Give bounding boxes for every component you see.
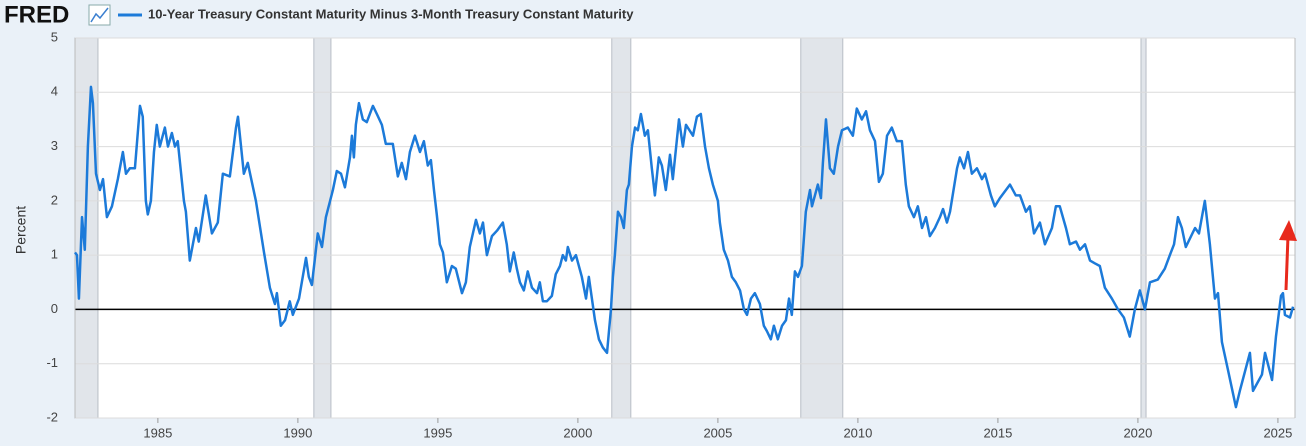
y-tick-label: -2 xyxy=(46,409,58,424)
recession-band xyxy=(313,37,332,419)
x-tick-label: 1990 xyxy=(283,425,312,440)
x-tick-label: 2005 xyxy=(703,425,732,440)
recession-band xyxy=(1140,37,1147,419)
y-tick-label: 5 xyxy=(51,29,58,44)
y-tick-label: 4 xyxy=(51,84,58,99)
annotation-arrow xyxy=(1279,220,1297,291)
plot-layer xyxy=(73,37,1296,423)
x-tick-label: 2025 xyxy=(1263,425,1292,440)
x-tick-label: 2015 xyxy=(983,425,1012,440)
series-line xyxy=(73,85,1295,409)
x-tick-label: 2020 xyxy=(1123,425,1152,440)
x-tick-label: 2010 xyxy=(843,425,872,440)
y-tick-label: 2 xyxy=(51,192,58,207)
x-tick-label: 2000 xyxy=(563,425,592,440)
y-tick-label: 3 xyxy=(51,138,58,153)
y-tick-label: 0 xyxy=(51,301,58,316)
y-axis-label: Percent xyxy=(13,206,29,254)
x-tick-label: 1985 xyxy=(143,425,172,440)
recession-band xyxy=(611,37,632,419)
logo[interactable]: FRED xyxy=(4,1,69,28)
y-tick-label: 1 xyxy=(51,247,58,262)
y-tick-label: -1 xyxy=(46,355,58,370)
logo-icon xyxy=(88,4,111,26)
x-tick-label: 1995 xyxy=(423,425,452,440)
recession-band xyxy=(800,37,844,419)
plot-area xyxy=(75,38,1295,418)
legend-label[interactable]: 10-Year Treasury Constant Maturity Minus… xyxy=(148,6,634,21)
